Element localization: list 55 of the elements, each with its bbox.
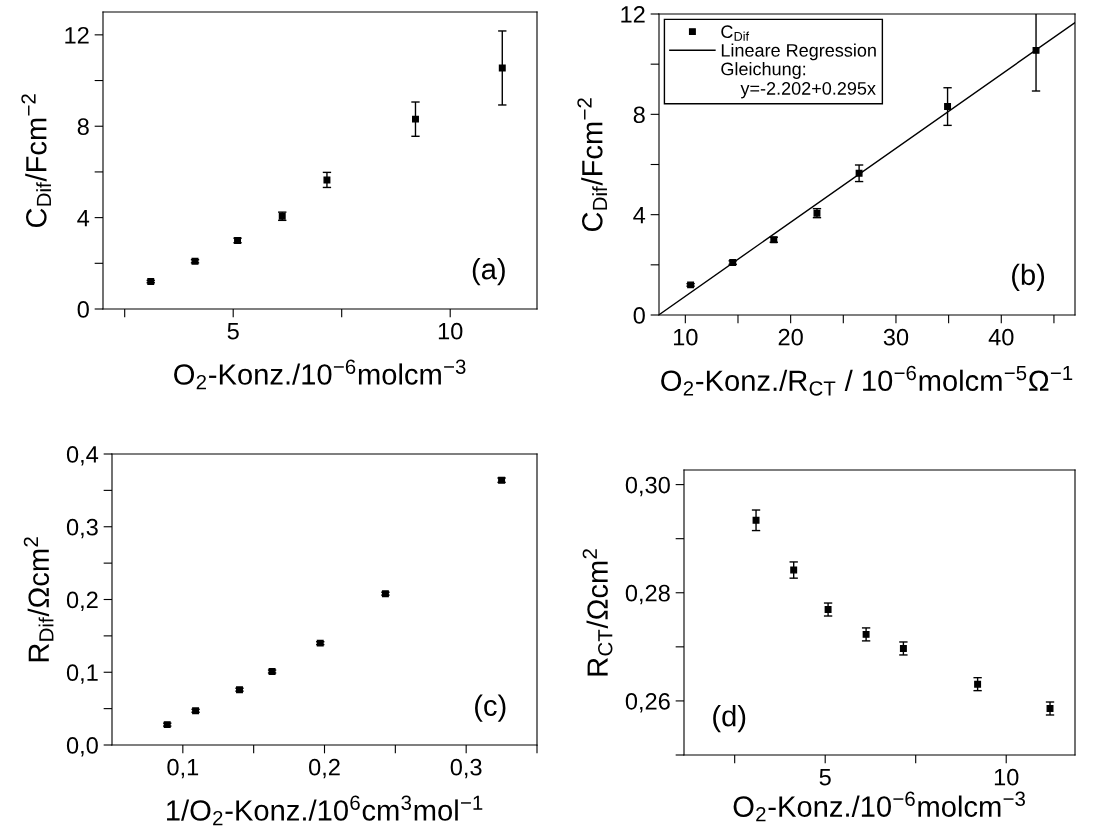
y-tick-label: 4 <box>633 206 646 224</box>
point <box>1032 46 1040 54</box>
y-tick-label: 0,2 <box>66 591 98 612</box>
point <box>855 169 863 177</box>
y-axis-title: C$_{Dif}$/Fcm$^{−2}$ <box>21 94 51 228</box>
y-tick-label: 0,3 <box>66 518 98 539</box>
y-tick-label: 0 <box>77 301 89 318</box>
y-tick-label: 12 <box>65 26 89 44</box>
y-axis-title: C$_{Dif}$/Fcm$^{−2}$ <box>577 98 607 232</box>
point <box>323 176 331 184</box>
annotation: Gleichung: y=-2.202+0.295x <box>721 62 876 99</box>
point <box>944 103 952 111</box>
x-axis-title: O$_{2}$-Konz./10$^{−6}$molcm$^{−3}$ <box>174 359 466 390</box>
point <box>412 115 419 123</box>
annotation: (d) <box>713 705 746 733</box>
point <box>752 516 760 524</box>
x-tick-label: 10 <box>994 768 1019 786</box>
point <box>862 630 870 638</box>
y-tick-label: 8 <box>633 106 645 124</box>
text: O$_{2}$-Konz./R$_{CT}$ / 10$^{−6}$molcm$^{−5}$Ω$^{−1}$ <box>661 365 1073 396</box>
point <box>899 644 907 652</box>
x-tick-label: 20 <box>778 328 803 346</box>
x-tick-label: 10 <box>674 328 698 346</box>
y-tick-label: 0,26 <box>625 692 670 713</box>
x-axis-title: O$_{2}$-Konz./10$^{−6}$molcm$^{−3}$ <box>733 791 1025 822</box>
x-tick-label: 0,1 <box>167 758 199 779</box>
x-axis-title: 1/O$_{2}$-Konz./10$^{6}$cm$^{3}$mol$^{−1}$ <box>167 795 483 826</box>
y-axis-title: R$_{Dif}$/Ωcm$^{2}$ <box>23 537 54 662</box>
point <box>498 64 506 72</box>
y-tick-label: 12 <box>621 6 645 23</box>
legend-label: Lineare Regression <box>721 43 876 61</box>
point <box>790 566 798 574</box>
y-tick-label: 0,28 <box>625 584 670 605</box>
x-tick-label: 30 <box>883 328 909 346</box>
y-tick-label: 8 <box>77 118 89 136</box>
x-tick-label: 5 <box>227 323 239 340</box>
annotation: (a) <box>472 258 505 286</box>
y-tick-label: 0,30 <box>625 476 670 497</box>
legend-label: C$_{Dif}$ <box>721 25 750 41</box>
y-tick-label: 0,4 <box>66 446 99 466</box>
point <box>824 606 832 613</box>
x-tick-label: 0,3 <box>450 758 482 779</box>
x-tick-label: 5 <box>819 769 831 786</box>
y-axis-title: R$_{CT}$/Ωcm$^{2}$ <box>582 549 613 676</box>
x-tick-label: 0,2 <box>309 758 340 779</box>
x-tick-label: 10 <box>438 322 463 340</box>
y-tick-label: 0,1 <box>66 664 98 684</box>
point <box>1046 705 1054 712</box>
y-tick-label: 4 <box>77 209 90 227</box>
y-tick-label: 0 <box>633 307 645 324</box>
annotation: (c) <box>475 694 506 722</box>
point <box>974 680 982 688</box>
y-tick-label: 0,0 <box>66 737 98 757</box>
annotation: (b) <box>1012 263 1045 291</box>
x-tick-label: 40 <box>988 328 1014 346</box>
